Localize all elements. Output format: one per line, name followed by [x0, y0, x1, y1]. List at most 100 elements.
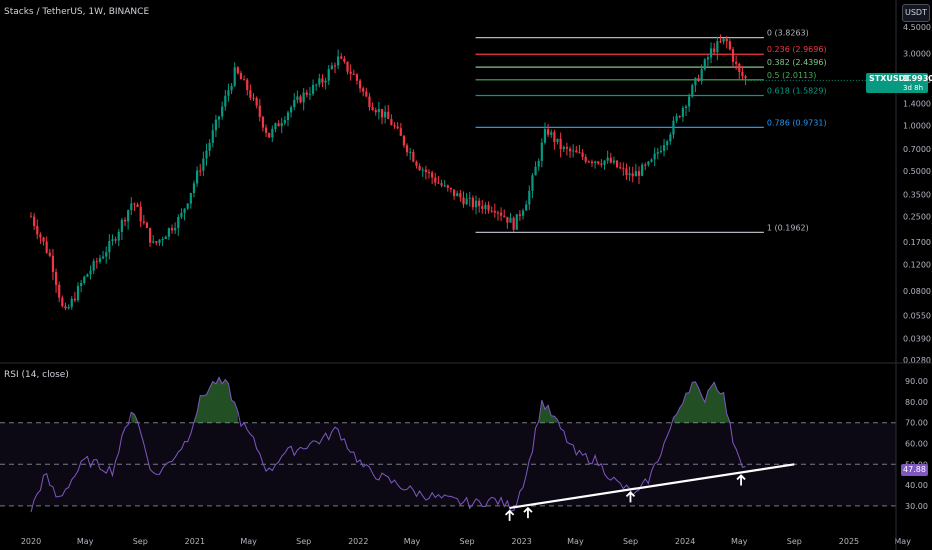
- fib-level-label: 0.236 (2.9696): [767, 45, 827, 54]
- candle-body: [70, 298, 73, 307]
- rsi-tick-label: 90.00: [905, 377, 928, 386]
- candle-body: [340, 56, 343, 59]
- time-tick-label: 2020: [21, 537, 41, 546]
- fibonacci-retracement[interactable]: 0 (3.8263) 0.236 (2.9696) 0.382 (2.4396) 0.…: [475, 29, 827, 233]
- candle-body: [719, 41, 722, 43]
- up-arrow-shape: [625, 491, 636, 503]
- candle-body: [409, 151, 412, 153]
- time-tick-label: Sep: [296, 537, 311, 546]
- candle-body: [691, 85, 694, 97]
- candle-body: [597, 161, 600, 164]
- candle-body: [553, 132, 556, 142]
- candle-body: [540, 142, 543, 161]
- candle-body: [371, 107, 374, 111]
- candle-body: [644, 164, 647, 166]
- candle-body: [164, 236, 167, 240]
- candle-body: [471, 197, 474, 208]
- candle-body: [67, 306, 70, 309]
- fib-level-label: 0 (3.8263): [767, 29, 809, 38]
- candle-body: [217, 116, 221, 120]
- price-tick-label: 0.3500: [903, 190, 931, 199]
- candle-body: [167, 228, 170, 237]
- candle-body: [487, 204, 490, 211]
- candle-body: [95, 261, 98, 263]
- candle-body: [437, 182, 440, 184]
- candle-body: [45, 241, 48, 253]
- candle-body: [421, 169, 424, 171]
- candle-body: [123, 219, 127, 222]
- time-tick-label: Sep: [460, 537, 475, 546]
- currency-button[interactable]: USDT: [902, 4, 930, 22]
- candle-body: [111, 239, 114, 242]
- rsi-tick-label: 70.00: [905, 419, 928, 428]
- candle-body: [145, 222, 149, 228]
- candle-body: [603, 160, 606, 165]
- candle-body: [387, 111, 390, 120]
- price-tag-value: 1.9930: [903, 74, 932, 83]
- candle-body: [550, 132, 553, 135]
- price-tag-countdown: 3d 8h: [903, 84, 924, 92]
- candle-body: [525, 204, 528, 211]
- candle-body: [142, 221, 145, 223]
- candle-body: [606, 157, 609, 161]
- candle-body: [233, 67, 236, 86]
- rsi-tick-label: 40.00: [905, 481, 928, 490]
- candle-body: [133, 203, 136, 205]
- candle-body: [293, 100, 296, 108]
- candle-body: [446, 185, 449, 188]
- candle-body: [186, 203, 189, 209]
- fib-level-label: 1 (0.1962): [767, 223, 809, 232]
- candle-body: [73, 298, 76, 301]
- candle-body: [706, 57, 710, 60]
- candle-body: [465, 198, 468, 205]
- candle-body: [139, 206, 142, 222]
- candle-body: [496, 212, 500, 214]
- candle-body: [365, 91, 368, 97]
- candle-body: [568, 148, 572, 152]
- fib-level-label: 0.786 (0.9731): [767, 118, 827, 127]
- candle-body: [127, 210, 130, 222]
- candle-body: [562, 146, 565, 150]
- candle-body: [380, 108, 384, 118]
- candle-body: [324, 80, 327, 83]
- candle-body: [547, 129, 550, 135]
- candle-body: [688, 96, 691, 107]
- candle-body: [590, 161, 594, 163]
- candle-body: [581, 152, 584, 157]
- candle-body: [252, 97, 255, 99]
- last-price-tag: STXUSDT 1.9930 3d 8h: [866, 73, 932, 93]
- candle-body: [271, 129, 274, 138]
- candle-body: [503, 215, 506, 217]
- rsi-support-trendline[interactable]: [509, 463, 795, 510]
- rsi-tick-label: 60.00: [905, 440, 928, 449]
- candle-body: [656, 152, 659, 154]
- candle-body: [681, 108, 684, 117]
- candle-body: [559, 138, 562, 150]
- candle-body: [518, 214, 521, 216]
- candle-body: [543, 129, 547, 143]
- candle-body: [180, 213, 183, 217]
- up-arrow-shape: [523, 506, 533, 519]
- candle-body: [565, 146, 569, 149]
- candle-body: [725, 38, 728, 42]
- time-tick-label: Sep: [133, 537, 148, 546]
- candle-body: [462, 197, 465, 205]
- candle-body: [98, 258, 102, 262]
- candle-body: [355, 74, 359, 81]
- candle-body: [534, 166, 537, 176]
- price-tag-symbol: STXUSDT: [869, 74, 911, 83]
- candle-body: [130, 203, 133, 211]
- candle-body: [120, 219, 123, 232]
- price-tick-label: 0.0550: [903, 312, 931, 321]
- price-tick-label: 1.0000: [903, 122, 931, 131]
- time-tick-label: May: [404, 537, 421, 546]
- candle-body: [158, 239, 161, 243]
- candle-body: [101, 256, 105, 259]
- candle-body: [641, 164, 644, 176]
- candle-body: [459, 193, 462, 198]
- candle-body: [177, 216, 180, 229]
- candle-body: [29, 216, 33, 218]
- candle-body: [722, 38, 725, 42]
- candle-body: [286, 112, 290, 121]
- rsi-overbought-fill: [131, 412, 138, 423]
